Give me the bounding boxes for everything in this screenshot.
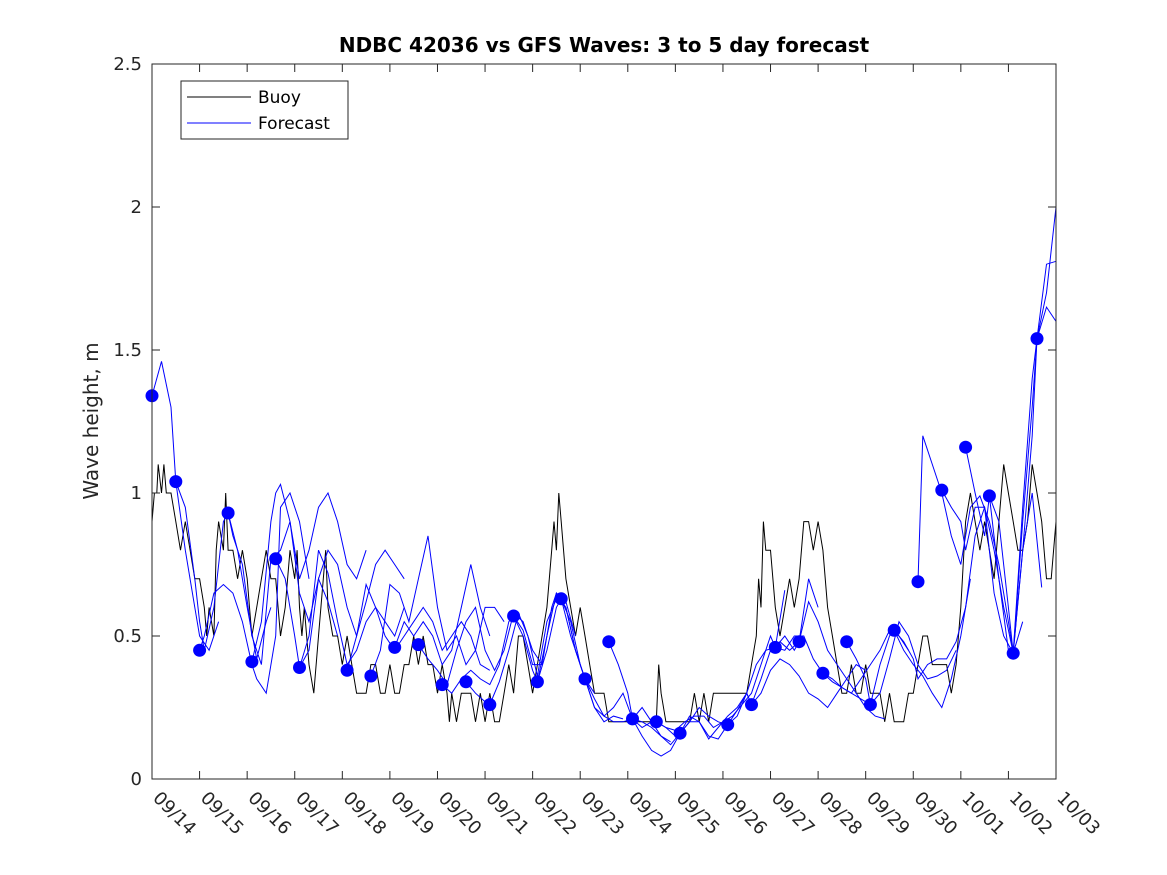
legend-buoy-label: Buoy xyxy=(258,88,301,108)
forecast-line-5 xyxy=(251,483,367,662)
forecast-marker-19 xyxy=(602,635,616,649)
chart-title: NDBC 42036 vs GFS Waves: 3 to 5 day fore… xyxy=(339,33,870,57)
forecast-marker-15 xyxy=(507,609,521,623)
marker-layer xyxy=(145,332,1044,740)
forecast-line-7 xyxy=(299,550,405,668)
forecast-marker-9 xyxy=(364,669,378,683)
legend: Buoy Forecast xyxy=(180,80,349,140)
forecast-line-10 xyxy=(394,564,491,666)
forecast-marker-20 xyxy=(626,712,639,726)
forecast-marker-21 xyxy=(649,715,663,729)
forecast-marker-36 xyxy=(1030,332,1044,346)
forecast-marker-32 xyxy=(935,483,949,497)
forecast-marker-7 xyxy=(293,661,306,674)
forecast-marker-18 xyxy=(578,672,592,686)
forecast-marker-16 xyxy=(530,675,544,689)
forecast-marker-13 xyxy=(459,675,473,689)
forecast-marker-27 xyxy=(816,666,830,680)
forecast-line-8 xyxy=(346,582,491,671)
forecast-marker-3 xyxy=(193,643,207,657)
forecast-line-14 xyxy=(513,591,624,723)
legend-box xyxy=(180,80,349,140)
forecast-marker-4 xyxy=(221,506,235,520)
forecast-marker-23 xyxy=(721,718,735,732)
forecast-line-3 xyxy=(199,491,310,695)
legend-forecast-label: Forecast xyxy=(258,114,330,134)
forecast-line-9 xyxy=(370,535,505,677)
forecast-marker-12 xyxy=(435,678,449,692)
forecast-marker-28 xyxy=(840,635,854,649)
forecast-line-25 xyxy=(846,578,971,709)
y-tick-label-4: 2 xyxy=(131,197,142,218)
forecast-marker-14 xyxy=(483,698,497,712)
forecast-marker-33 xyxy=(959,440,973,454)
forecast-marker-10 xyxy=(388,640,402,654)
forecast-line-16 xyxy=(560,598,681,757)
y-axis: 0 0.5 1 1.5 2 2.5 xyxy=(113,54,1056,790)
forecast-marker-31 xyxy=(911,575,925,589)
y-tick-label-0: 0 xyxy=(131,769,142,790)
forecast-marker-6 xyxy=(269,552,283,566)
forecast-line-22 xyxy=(751,658,885,720)
forecast-marker-29 xyxy=(863,698,877,712)
forecast-marker-2 xyxy=(169,475,183,489)
buoy-series-line xyxy=(151,464,1057,723)
forecast-marker-5 xyxy=(245,655,259,669)
plot-area xyxy=(152,64,1056,779)
forecast-line-30 xyxy=(988,206,1057,655)
forecast-marker-25 xyxy=(768,640,782,654)
y-tick-label-5: 2.5 xyxy=(113,54,142,75)
forecast-marker-35 xyxy=(1006,646,1020,660)
y-tick-label-1: 0.5 xyxy=(113,626,142,647)
y-axis-label: Wave height, m xyxy=(79,342,103,499)
axes-box xyxy=(151,63,1057,780)
forecast-marker-30 xyxy=(887,623,901,637)
forecast-marker-22 xyxy=(673,726,687,740)
forecast-line-24 xyxy=(822,620,957,706)
forecast-line-1 xyxy=(151,361,220,652)
y-tick-label-2: 1 xyxy=(131,483,142,504)
forecast-marker-26 xyxy=(792,635,806,649)
forecast-line-6 xyxy=(275,549,405,670)
forecast-marker-34 xyxy=(982,489,996,503)
forecast-line-17 xyxy=(608,641,729,746)
forecast-marker-24 xyxy=(745,698,758,712)
forecast-marker-11 xyxy=(411,638,425,652)
forecast-marker-8 xyxy=(340,663,354,677)
y-tick-label-3: 1.5 xyxy=(113,340,142,361)
forecast-marker-17 xyxy=(554,592,568,606)
